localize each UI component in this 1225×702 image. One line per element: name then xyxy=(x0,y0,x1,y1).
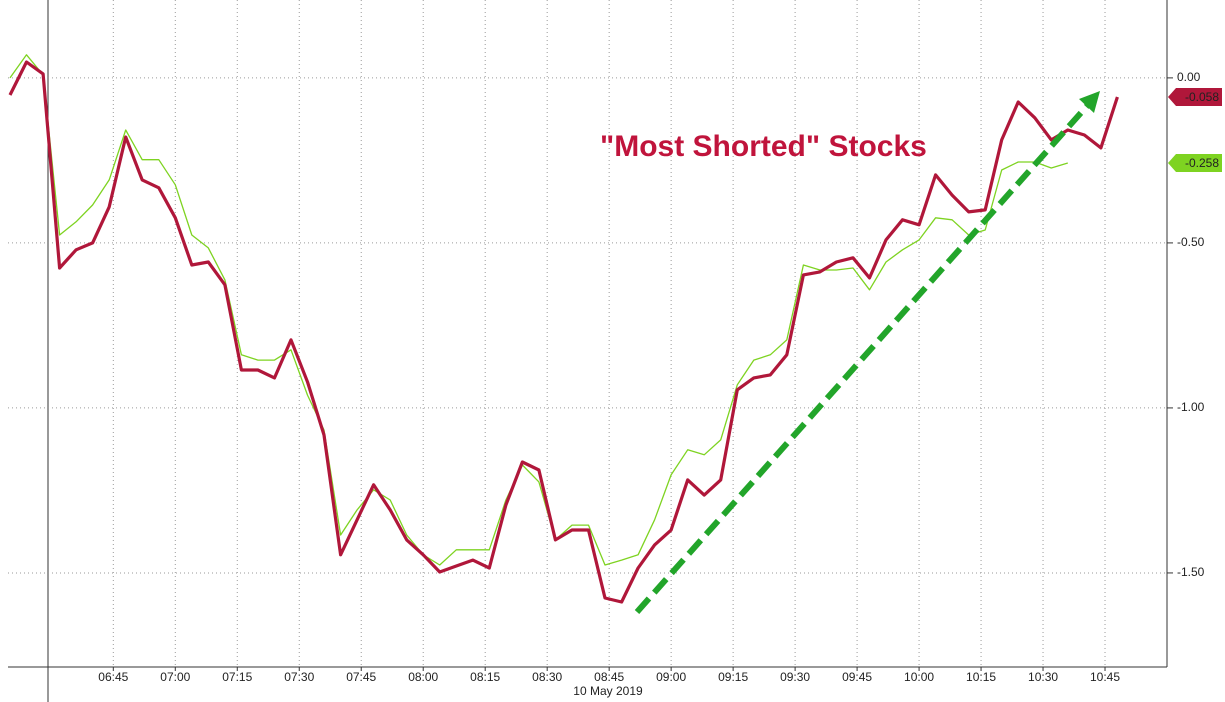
x-tick-label: 09:30 xyxy=(780,670,810,684)
x-tick-label: 10:45 xyxy=(1090,670,1120,684)
y-tick-label: -0.50 xyxy=(1177,235,1205,249)
last-value-tag xyxy=(1168,88,1222,107)
x-tick-label: 10:30 xyxy=(1028,670,1058,684)
y-tick-label: 0.00 xyxy=(1177,70,1201,84)
x-tick-label: 07:30 xyxy=(284,670,314,684)
series-line xyxy=(8,60,1119,604)
x-tick-label: 08:30 xyxy=(532,670,562,684)
y-tick-label: -1.50 xyxy=(1177,565,1205,579)
last-value-label: -0.258 xyxy=(1185,156,1219,170)
trend-arrow-head xyxy=(1079,91,1100,113)
x-tick-label: 07:45 xyxy=(346,670,376,684)
x-tick-label: 08:00 xyxy=(408,670,438,684)
x-tick-label: 07:00 xyxy=(160,670,190,684)
x-tick-label: 08:15 xyxy=(470,670,500,684)
x-tick-label: 09:15 xyxy=(718,670,748,684)
x-tick-label: 09:00 xyxy=(656,670,686,684)
last-value-label: -0.058 xyxy=(1185,90,1219,104)
x-tick-label: 10:15 xyxy=(966,670,996,684)
x-tick-label: 08:45 xyxy=(594,670,624,684)
trend-arrow xyxy=(634,91,1100,614)
trend-arrow-shaft xyxy=(634,104,1090,614)
x-tick-label: 07:15 xyxy=(222,670,252,684)
last-value-tag xyxy=(1168,154,1222,173)
x-tick-label: 10:00 xyxy=(904,670,934,684)
y-tick-label: -1.00 xyxy=(1177,400,1205,414)
series-line xyxy=(9,54,1068,566)
x-axis-date: 10 May 2019 xyxy=(573,684,643,698)
x-tick-label: 06:45 xyxy=(98,670,128,684)
chart-title: "Most Shorted" Stocks xyxy=(600,130,927,163)
x-tick-label: 09:45 xyxy=(842,670,872,684)
plot-area xyxy=(8,0,1167,667)
